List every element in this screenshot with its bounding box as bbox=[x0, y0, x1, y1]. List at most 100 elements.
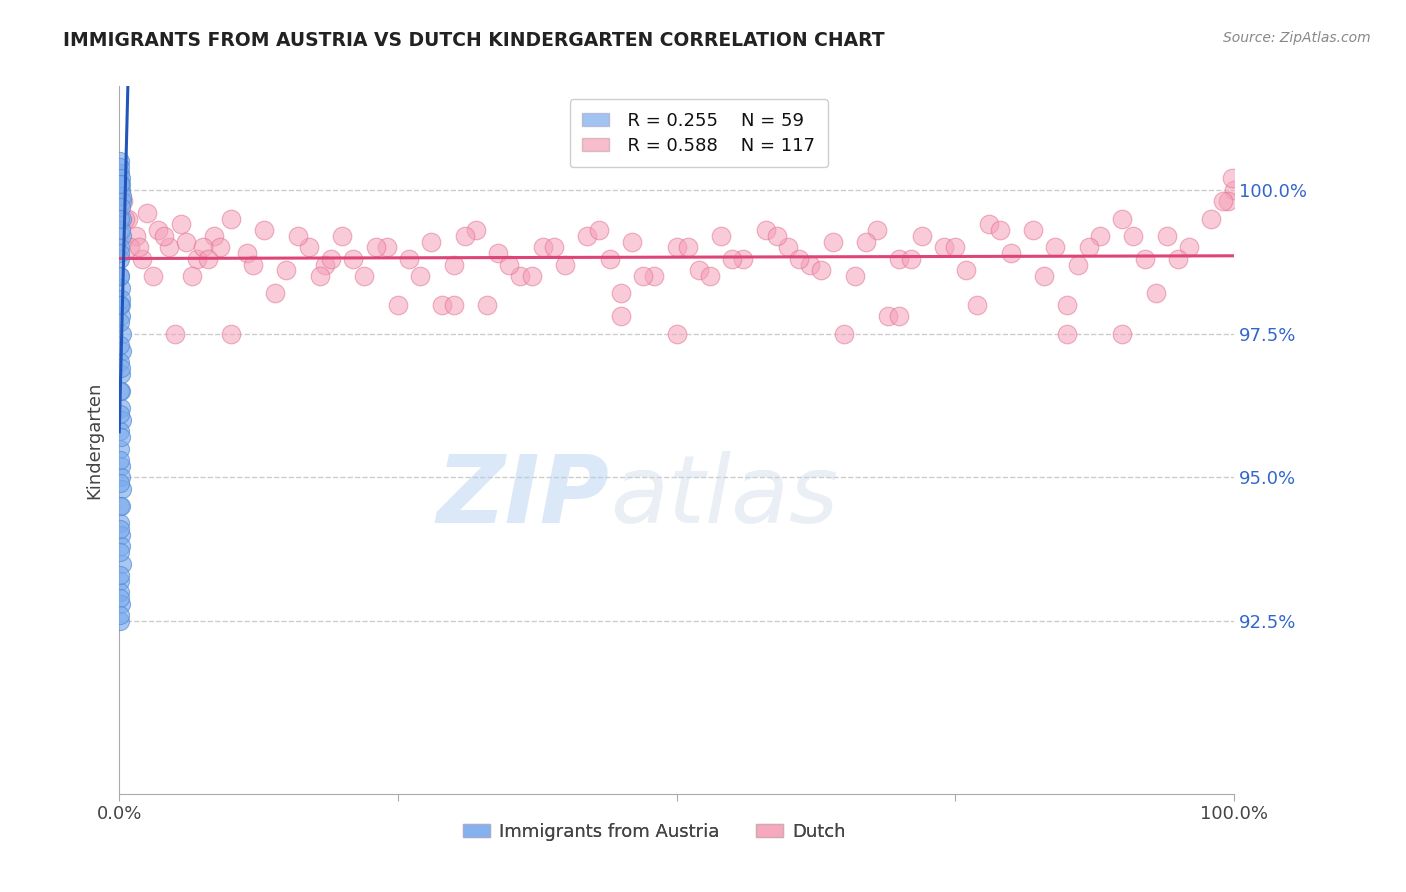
Point bbox=[108, 315, 131, 329]
Point bbox=[1218, 194, 1240, 209]
Point bbox=[108, 252, 131, 266]
Point bbox=[186, 252, 208, 266]
Point bbox=[832, 326, 855, 341]
Point bbox=[889, 310, 911, 324]
Point bbox=[242, 258, 264, 272]
Point bbox=[110, 482, 132, 496]
Point bbox=[799, 258, 821, 272]
Point bbox=[108, 522, 131, 536]
Point bbox=[111, 343, 134, 358]
Point bbox=[1223, 183, 1246, 197]
Point bbox=[110, 200, 132, 214]
Text: ZIP: ZIP bbox=[437, 450, 610, 542]
Point bbox=[1022, 223, 1045, 237]
Point bbox=[1111, 211, 1133, 226]
Point bbox=[420, 235, 443, 249]
Point bbox=[610, 310, 633, 324]
Point bbox=[543, 240, 565, 254]
Point bbox=[464, 223, 486, 237]
Point bbox=[110, 269, 132, 284]
Point bbox=[110, 292, 132, 306]
Point bbox=[398, 252, 420, 266]
Point bbox=[110, 160, 132, 174]
Point bbox=[665, 240, 688, 254]
Point bbox=[111, 211, 134, 226]
Point bbox=[117, 211, 139, 226]
Point bbox=[159, 240, 181, 254]
Point bbox=[475, 298, 498, 312]
Point bbox=[110, 442, 132, 456]
Point bbox=[110, 223, 132, 237]
Point bbox=[110, 183, 132, 197]
Point bbox=[110, 310, 132, 324]
Point bbox=[163, 326, 186, 341]
Point bbox=[110, 413, 132, 427]
Point bbox=[631, 269, 654, 284]
Point bbox=[219, 211, 242, 226]
Point bbox=[364, 240, 387, 254]
Point bbox=[108, 166, 131, 180]
Point bbox=[1201, 211, 1223, 226]
Point bbox=[342, 252, 364, 266]
Point bbox=[108, 614, 131, 628]
Point bbox=[276, 263, 298, 277]
Point bbox=[110, 194, 132, 209]
Point bbox=[1144, 286, 1167, 301]
Point bbox=[128, 240, 150, 254]
Point bbox=[620, 235, 643, 249]
Point bbox=[766, 228, 789, 243]
Point bbox=[111, 194, 134, 209]
Point bbox=[911, 228, 934, 243]
Point bbox=[1056, 298, 1078, 312]
Point bbox=[821, 235, 844, 249]
Point bbox=[554, 258, 576, 272]
Point bbox=[110, 338, 132, 352]
Point bbox=[131, 252, 153, 266]
Point bbox=[1045, 240, 1067, 254]
Point bbox=[110, 528, 132, 542]
Point bbox=[108, 298, 131, 312]
Point bbox=[1212, 194, 1234, 209]
Point bbox=[353, 269, 375, 284]
Point bbox=[264, 286, 287, 301]
Text: IMMIGRANTS FROM AUSTRIA VS DUTCH KINDERGARTEN CORRELATION CHART: IMMIGRANTS FROM AUSTRIA VS DUTCH KINDERG… bbox=[63, 31, 884, 50]
Point bbox=[977, 218, 1000, 232]
Point bbox=[108, 384, 131, 398]
Point bbox=[108, 355, 131, 369]
Point bbox=[443, 258, 465, 272]
Point bbox=[110, 585, 132, 599]
Point bbox=[520, 269, 543, 284]
Point bbox=[136, 206, 159, 220]
Point bbox=[1000, 246, 1022, 260]
Point bbox=[375, 240, 398, 254]
Point bbox=[148, 223, 170, 237]
Y-axis label: Kindergarten: Kindergarten bbox=[86, 381, 103, 499]
Point bbox=[110, 516, 132, 531]
Point bbox=[108, 211, 131, 226]
Point bbox=[1067, 258, 1090, 272]
Point bbox=[1156, 228, 1178, 243]
Point bbox=[110, 608, 132, 623]
Point bbox=[125, 228, 148, 243]
Point bbox=[988, 223, 1011, 237]
Point bbox=[309, 269, 332, 284]
Point bbox=[114, 211, 136, 226]
Point bbox=[110, 401, 132, 416]
Point bbox=[787, 252, 810, 266]
Point bbox=[943, 240, 966, 254]
Point bbox=[110, 597, 132, 611]
Point bbox=[110, 476, 132, 491]
Point bbox=[110, 367, 132, 381]
Point bbox=[1178, 240, 1201, 254]
Point bbox=[599, 252, 621, 266]
Point bbox=[610, 286, 633, 301]
Point bbox=[110, 458, 132, 473]
Point bbox=[110, 177, 132, 191]
Point bbox=[191, 240, 214, 254]
Point bbox=[110, 384, 132, 398]
Point bbox=[169, 218, 191, 232]
Point bbox=[810, 263, 832, 277]
Point bbox=[219, 326, 242, 341]
Point bbox=[486, 246, 509, 260]
Point bbox=[110, 430, 132, 444]
